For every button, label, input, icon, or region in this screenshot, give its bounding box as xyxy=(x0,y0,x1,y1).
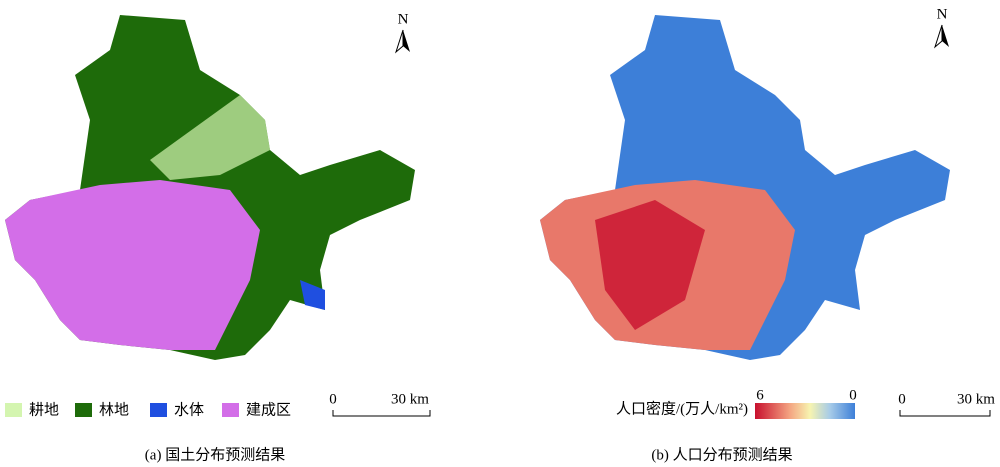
north-label: N xyxy=(937,6,948,22)
urban-area xyxy=(5,180,260,350)
legend-swatch xyxy=(222,403,239,417)
legend-label: 建成区 xyxy=(246,401,291,418)
scale-end: 30 km xyxy=(957,391,995,407)
colorbar-min: 0 xyxy=(849,387,857,403)
legend-label: 耕地 xyxy=(29,400,59,418)
population-map: N xyxy=(540,6,950,360)
caption: (a) 国土分布预测结果 xyxy=(145,446,285,463)
colorbar-max: 6 xyxy=(756,387,764,403)
scale-start: 0 xyxy=(329,391,337,407)
legend-label: 林地 xyxy=(99,401,129,418)
scale-end: 30 km xyxy=(391,391,429,407)
colorbar-title: 人口密度/(万人/km²) xyxy=(616,400,748,417)
legend-swatch xyxy=(75,403,92,417)
water-area xyxy=(300,280,325,310)
legend-label: 水体 xyxy=(174,401,204,418)
legend-swatch xyxy=(150,403,167,417)
land-map: N xyxy=(5,11,415,360)
legend-swatch xyxy=(5,403,22,417)
caption: (b) 人口分布预测结果 xyxy=(651,446,792,463)
scale-start: 0 xyxy=(898,391,906,407)
legend: 耕地 林地 水体 建成区 xyxy=(5,400,291,418)
north-label: N xyxy=(398,11,409,27)
colorbar xyxy=(755,403,855,419)
farmland-area xyxy=(150,95,270,180)
